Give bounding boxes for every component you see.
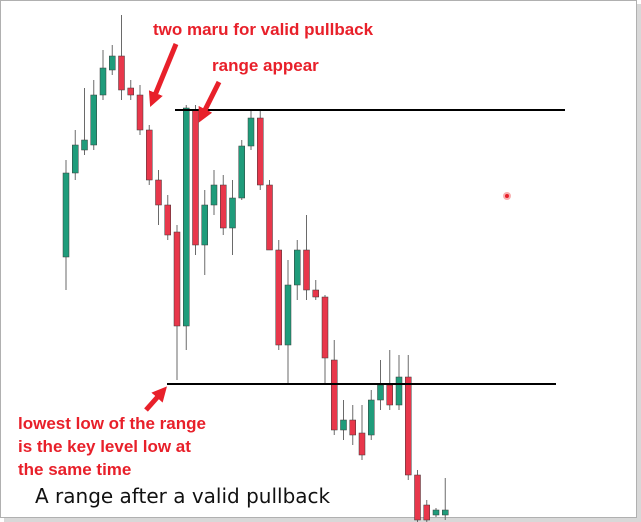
candle-body: [303, 249, 310, 291]
candle-body: [109, 55, 116, 71]
candle-body: [62, 172, 70, 258]
candle-body: [99, 67, 107, 96]
candle-body: [72, 144, 79, 174]
candle-body: [201, 204, 208, 246]
candle-body: [164, 204, 171, 236]
candle-body: [386, 384, 393, 406]
candle-body: [266, 184, 273, 251]
candle-body: [229, 197, 236, 229]
annotation: range appear: [212, 56, 319, 75]
candle-body: [155, 179, 162, 206]
candle-body: [210, 184, 218, 206]
candle-body: [183, 107, 190, 327]
plot-area: [62, 15, 565, 522]
candle-body: [414, 474, 421, 521]
annotation: is the key level low at: [18, 437, 191, 456]
candle-body: [423, 504, 430, 521]
arrow: [148, 43, 179, 107]
candle-body: [395, 376, 403, 406]
frame-shadow: [4, 518, 641, 522]
annotation: lowest low of the range: [18, 414, 206, 433]
candle-body: [90, 94, 97, 146]
candle-body: [442, 509, 449, 516]
candle-body: [312, 289, 319, 298]
candle-body: [349, 419, 356, 436]
candle-body: [127, 87, 134, 96]
arrow: [144, 386, 167, 412]
candle-body: [368, 399, 375, 436]
candle-body: [118, 55, 125, 91]
candle-body: [173, 231, 181, 327]
candle-body: [275, 249, 282, 346]
candle-body: [432, 509, 440, 516]
candle-body: [358, 432, 366, 456]
candle-body: [81, 139, 88, 151]
candle-body: [192, 109, 199, 246]
candle-body: [377, 384, 384, 401]
candle-body: [136, 94, 144, 131]
candle-body: [257, 117, 264, 186]
candle-body: [220, 184, 227, 229]
frame-shadow: [637, 4, 641, 522]
candle-body: [238, 145, 245, 199]
annotation: two maru for valid pullback: [153, 20, 374, 39]
candle-body: [146, 129, 153, 181]
cursor-dot: [503, 192, 511, 200]
candle-body: [247, 117, 255, 147]
annotation: the same time: [18, 460, 131, 479]
candle-body: [294, 249, 301, 286]
caption: A range after a valid pullback: [35, 484, 331, 508]
candle-body: [321, 296, 329, 359]
candle-body: [331, 359, 338, 431]
candle-body: [340, 419, 347, 431]
arrow: [198, 80, 222, 123]
candle-body: [284, 284, 292, 346]
candle-body: [405, 376, 412, 476]
